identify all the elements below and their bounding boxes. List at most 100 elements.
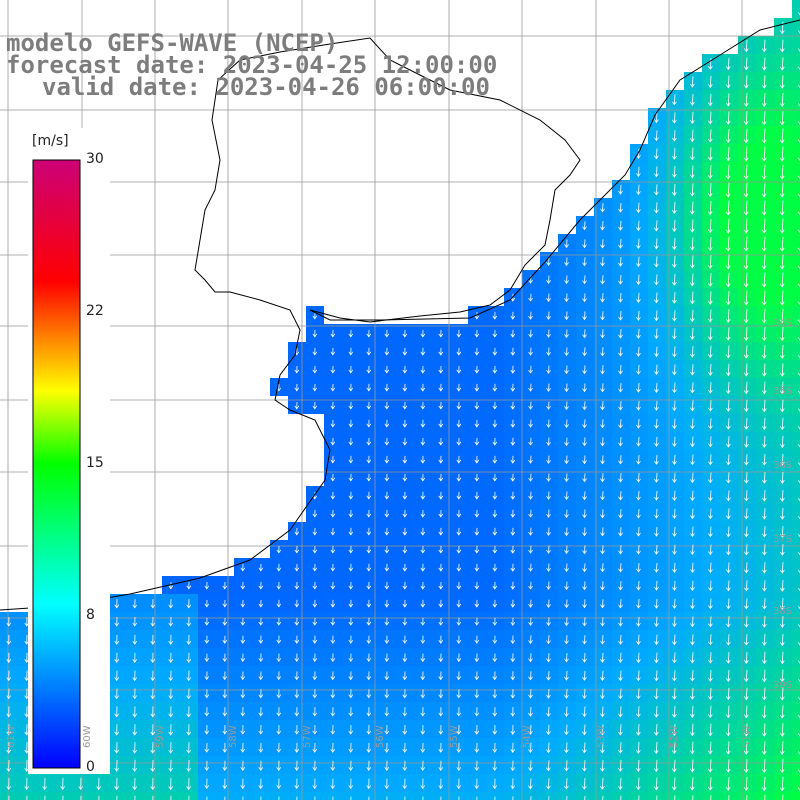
wind-arrow	[620, 274, 622, 284]
wind-arrow-head	[366, 585, 372, 590]
wind-arrow-head	[600, 298, 605, 303]
wind-arrow-head	[204, 658, 210, 663]
wind-arrow-head	[636, 227, 641, 232]
wind-speed-cell	[450, 792, 468, 800]
wind-arrow-head	[492, 333, 498, 338]
wind-arrow-head	[582, 604, 587, 609]
wind-arrow	[565, 760, 568, 771]
wind-arrow-head	[366, 441, 372, 446]
wind-arrow	[655, 706, 658, 718]
wind-arrow	[692, 454, 694, 465]
wind-arrow-head	[744, 515, 749, 520]
wind-arrow	[656, 634, 658, 645]
wind-arrow-head	[456, 333, 462, 338]
wind-arrow	[638, 795, 640, 800]
wind-arrow-head	[492, 387, 498, 392]
wind-arrow	[673, 219, 676, 232]
wind-arrow	[691, 364, 694, 375]
wind-arrow-head	[276, 694, 282, 699]
wind-arrow-head	[761, 787, 767, 792]
wind-arrow-head	[797, 265, 800, 270]
wind-speed-cell	[504, 792, 522, 800]
wind-arrow-head	[761, 750, 767, 755]
wind-arrow-head	[761, 139, 767, 144]
wind-arrow-head	[438, 387, 444, 392]
wind-arrow-head	[546, 369, 551, 374]
wind-arrow	[763, 110, 766, 125]
wind-arrow-head	[743, 139, 749, 144]
wind-arrow-head	[474, 495, 480, 500]
wind-arrow	[745, 146, 748, 161]
wind-arrow-head	[690, 443, 695, 448]
wind-arrow	[763, 326, 766, 341]
wind-arrow-head	[564, 694, 569, 699]
wind-arrow-head	[636, 281, 641, 286]
wind-speed-cell	[252, 792, 270, 800]
wind-arrow-head	[528, 622, 533, 626]
wind-arrow-head	[222, 694, 228, 699]
lon-label-54W: 54W	[522, 725, 533, 748]
wind-arrow-head	[708, 443, 713, 448]
wind-arrow	[745, 327, 748, 341]
wind-arrow-head	[438, 423, 444, 428]
wind-arrow-head	[492, 351, 498, 356]
wind-arrow-head	[618, 370, 623, 375]
wind-arrow-head	[438, 712, 444, 717]
wind-arrow-head	[456, 567, 462, 572]
wind-arrow-head	[258, 621, 264, 626]
wind-arrow	[620, 401, 622, 410]
wind-speed-cell	[792, 666, 800, 684]
wind-arrow-head	[438, 748, 444, 753]
wind-arrow-head	[420, 441, 426, 446]
wind-arrow	[782, 794, 784, 800]
wind-arrow-head	[672, 461, 677, 465]
wind-arrow-head	[797, 642, 800, 646]
wind-arrow-head	[672, 137, 677, 142]
wind-arrow-head	[564, 280, 569, 285]
wind-arrow-head	[528, 640, 533, 645]
wind-arrow-head	[690, 83, 695, 88]
wind-arrow-head	[150, 640, 156, 645]
wind-arrow-head	[528, 549, 533, 554]
wind-arrow-head	[330, 423, 336, 428]
wind-arrow-head	[744, 497, 749, 502]
wind-arrow-head	[456, 785, 462, 790]
wind-arrow	[727, 345, 730, 358]
wind-arrow	[763, 236, 766, 251]
wind-arrow-head	[546, 640, 551, 645]
wind-arrow-head	[654, 677, 659, 682]
wind-arrow-head	[600, 316, 605, 321]
wind-arrow-head	[707, 193, 713, 198]
wind-arrow	[656, 292, 658, 303]
wind-arrow	[638, 472, 640, 482]
wind-arrow-head	[726, 497, 731, 502]
wind-arrow-head	[366, 549, 372, 554]
wind-arrow	[674, 418, 676, 429]
wind-arrow	[638, 400, 640, 411]
wind-speed-cell	[792, 162, 800, 180]
wind-arrow	[548, 706, 550, 717]
wind-arrow-head	[725, 193, 731, 198]
wind-arrow	[727, 57, 730, 70]
wind-arrow-head	[797, 139, 800, 144]
wind-arrow	[709, 705, 712, 718]
wind-arrow	[638, 310, 640, 321]
wind-arrow-head	[330, 531, 336, 536]
wind-arrow-head	[402, 387, 408, 392]
wind-arrow-head	[564, 496, 569, 501]
wind-arrow-head	[744, 569, 749, 574]
model-title: modelo GEFS-WAVE (NCEP)	[6, 29, 339, 57]
wind-arrow	[674, 652, 676, 663]
wind-arrow-head	[761, 103, 767, 107]
wind-arrow	[656, 490, 658, 501]
wind-arrow-head	[168, 677, 174, 682]
wind-arrow	[692, 580, 694, 591]
wind-arrow-head	[798, 551, 800, 556]
wind-arrow	[781, 218, 784, 233]
wind-arrow-head	[492, 785, 498, 790]
wind-arrow	[781, 615, 784, 628]
wind-speed-cell	[792, 126, 800, 144]
wind-arrow-head	[528, 676, 533, 681]
wind-arrow	[745, 93, 748, 107]
wind-arrow	[763, 93, 766, 107]
